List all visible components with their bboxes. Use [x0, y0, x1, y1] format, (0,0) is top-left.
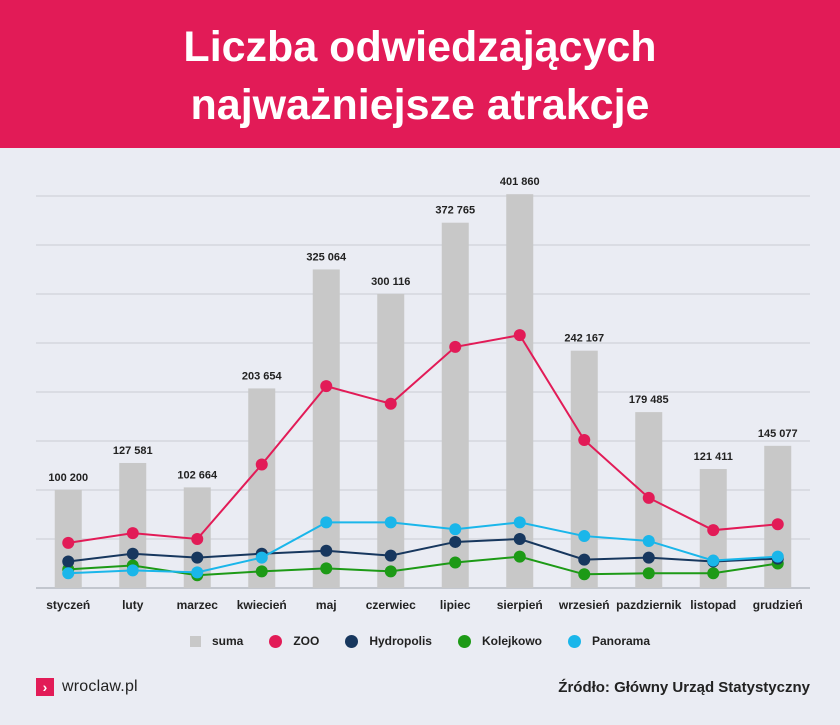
- x-tick-label: styczeń: [46, 598, 90, 612]
- point-ZOO: [255, 458, 268, 471]
- chart-legend: suma ZOO Hydropolis Kolejkowo Panorama: [0, 634, 840, 648]
- point-Panorama: [191, 566, 204, 579]
- dot-swatch-icon: [457, 634, 471, 648]
- point-Hydropolis: [320, 544, 333, 557]
- logo-text: wroclaw.pl: [62, 678, 138, 695]
- point-Hydropolis: [578, 553, 591, 566]
- point-Kolejkowo: [449, 556, 462, 569]
- point-Hydropolis: [126, 547, 139, 560]
- bar-wrzesień: [570, 350, 598, 588]
- dot-swatch-icon: [269, 634, 283, 648]
- source-note: Źródło: Główny Urząd Statystyczny: [558, 679, 810, 696]
- chart-title-line1: Liczba odwiedzających: [183, 23, 657, 71]
- point-Kolejkowo: [320, 562, 333, 575]
- point-Hydropolis: [191, 551, 204, 564]
- point-Kolejkowo: [384, 565, 397, 578]
- point-ZOO: [191, 533, 204, 545]
- point-Panorama: [513, 516, 526, 529]
- bar-value-label: 127 581: [113, 445, 153, 457]
- point-Panorama: [578, 530, 591, 543]
- bar-value-label: 145 077: [758, 428, 798, 440]
- point-ZOO: [578, 434, 591, 447]
- point-Panorama: [449, 523, 462, 536]
- point-ZOO: [126, 527, 139, 540]
- wroclaw-logo[interactable]: › wroclaw.pl: [36, 678, 138, 696]
- point-Hydropolis: [513, 533, 526, 545]
- point-ZOO: [771, 518, 784, 531]
- bar-value-label: 372 765: [435, 205, 475, 217]
- point-Kolejkowo: [513, 550, 526, 563]
- legend-item: suma: [189, 634, 244, 648]
- x-tick-label: czerwiec: [366, 598, 416, 612]
- legend-label: Kolejkowo: [481, 634, 542, 648]
- bar-value-label: 300 116: [371, 276, 410, 288]
- x-tick-label: wrzesień: [558, 598, 610, 612]
- legend-item: Hydropolis: [345, 634, 432, 648]
- dot-swatch-icon: [568, 634, 581, 648]
- bar-czerwiec: [377, 293, 405, 588]
- bar-value-label: 179 485: [629, 394, 669, 406]
- x-tick-label: sierpień: [497, 598, 543, 612]
- series-line-Hydropolis: [68, 537, 778, 563]
- point-ZOO: [320, 380, 333, 393]
- dot-swatch-icon: [345, 634, 359, 648]
- legend-item: Panorama: [568, 634, 650, 648]
- bar-value-label: 100 200: [48, 472, 88, 484]
- point-Panorama: [255, 551, 268, 564]
- bar-value-label: 203 654: [242, 370, 283, 382]
- x-tick-label: grudzień: [753, 598, 803, 612]
- series-line-ZOO: [68, 334, 778, 544]
- series-line-Kolejkowo: [68, 555, 778, 577]
- point-ZOO: [449, 340, 462, 353]
- x-tick-label: lipiec: [440, 598, 471, 612]
- x-tick-label: luty: [122, 598, 144, 612]
- point-Hydropolis: [642, 551, 655, 564]
- x-tick-label: maj: [316, 598, 337, 612]
- legend-item: Kolejkowo: [457, 634, 542, 648]
- x-tick-label: pazdziernik: [616, 598, 682, 612]
- point-Panorama: [320, 516, 333, 529]
- point-Kolejkowo: [255, 565, 268, 578]
- legend-label: Hydropolis: [369, 634, 432, 648]
- point-Hydropolis: [449, 535, 462, 548]
- point-Kolejkowo: [642, 567, 655, 580]
- point-Panorama: [384, 516, 397, 529]
- point-ZOO: [513, 329, 526, 342]
- bar-value-label: 121 411: [694, 451, 733, 463]
- bar-value-label: 102 664: [177, 469, 218, 481]
- point-ZOO: [707, 524, 720, 537]
- chevron-right-icon: ›: [36, 678, 54, 696]
- legend-label: ZOO: [293, 634, 320, 648]
- point-Panorama: [771, 550, 784, 563]
- legend-label: Panorama: [592, 634, 651, 648]
- point-Panorama: [642, 534, 655, 547]
- point-Panorama: [62, 567, 75, 580]
- point-Kolejkowo: [707, 567, 720, 580]
- square-swatch-icon: [189, 635, 201, 647]
- chart-plot: 100 200 127 581 102 664 203 654 325 064 300 1…: [36, 176, 810, 612]
- point-ZOO: [62, 536, 75, 549]
- point-Kolejkowo: [578, 568, 591, 581]
- legend-label: suma: [211, 634, 244, 648]
- bar-value-label: 242 167: [564, 333, 604, 345]
- legend-item: ZOO: [269, 634, 319, 648]
- bar-sierpień: [506, 194, 534, 589]
- point-Hydropolis: [384, 549, 397, 562]
- x-tick-label: kwiecień: [237, 598, 287, 612]
- point-ZOO: [384, 397, 397, 410]
- bar-maj: [312, 269, 340, 588]
- x-tick-label: listopad: [690, 598, 736, 612]
- x-tick-label: marzec: [177, 598, 219, 612]
- bar-value-label: 325 064: [306, 251, 347, 263]
- point-Panorama: [126, 564, 139, 577]
- point-ZOO: [642, 491, 655, 504]
- header-banner: Liczba odwiedzających najważniejsze atra…: [0, 0, 840, 148]
- point-Hydropolis: [62, 555, 75, 568]
- point-Panorama: [707, 554, 720, 567]
- chart-title-line2: najważniejsze atrakcje: [190, 81, 650, 129]
- series-line-Panorama: [68, 521, 778, 575]
- bar-value-label: 401 860: [500, 176, 540, 188]
